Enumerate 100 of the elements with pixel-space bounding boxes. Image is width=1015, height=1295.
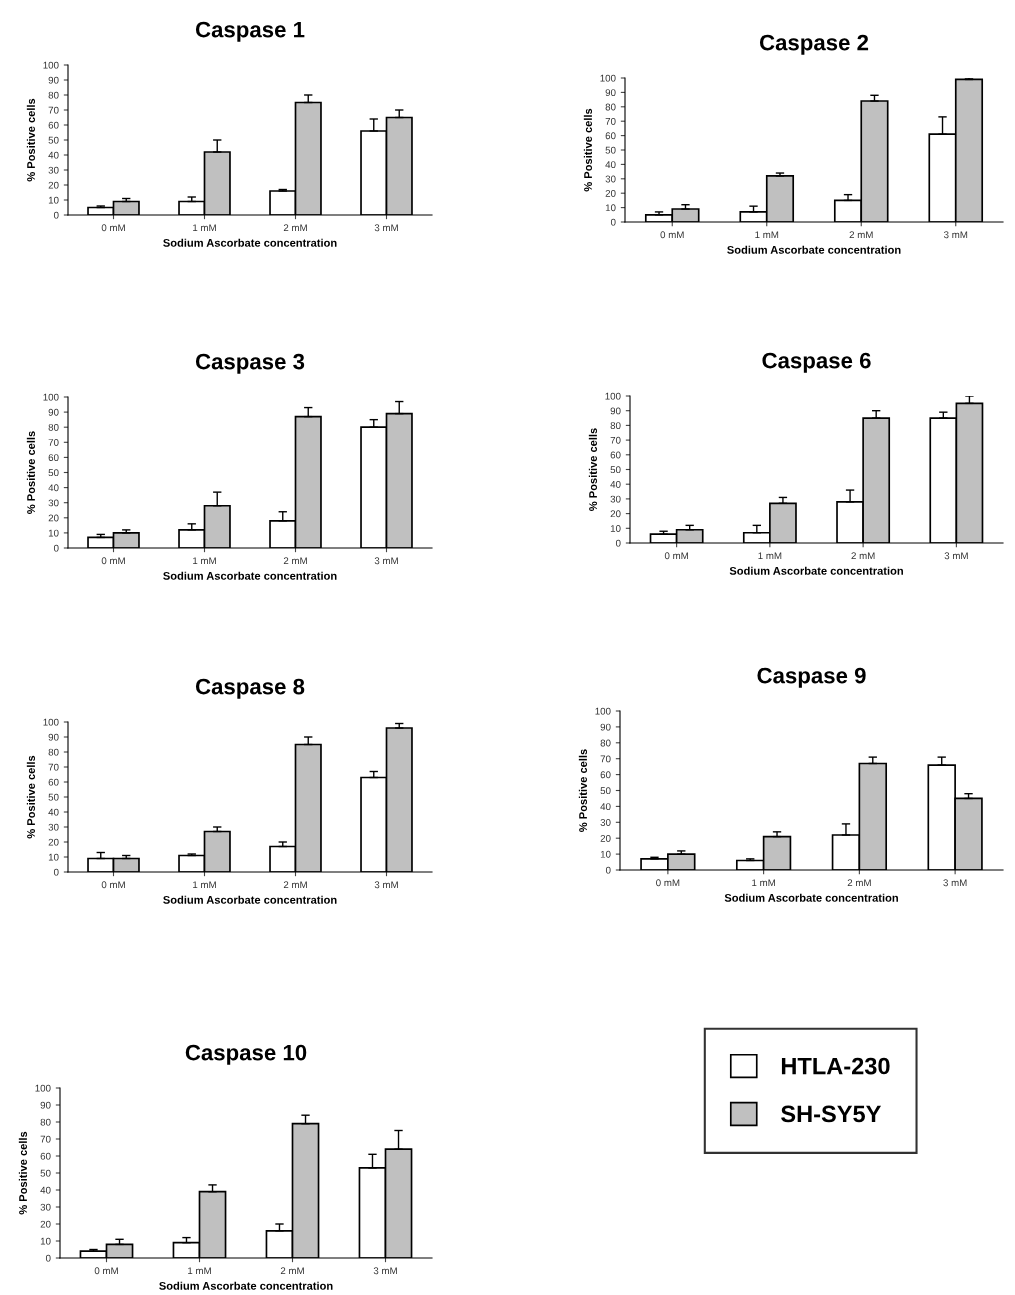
y-tick-label: 20 [48, 838, 59, 846]
y-tick-label: 100 [35, 1084, 51, 1092]
y-tick-label: 60 [48, 121, 59, 129]
y-tick-label: 20 [605, 189, 616, 197]
y-tick-label: 90 [610, 407, 621, 415]
y-tick-label: 60 [48, 454, 59, 462]
y-tick-label: 20 [48, 514, 59, 522]
y-tick-label: 10 [40, 1237, 51, 1245]
y-tick-label: 50 [605, 146, 616, 154]
y-tick-label: 0 [53, 544, 59, 552]
x-tick-label: 3 mM [374, 881, 398, 889]
x-axis-title: Sodium Ascorbate concentration [724, 893, 898, 902]
y-tick-label: 80 [48, 423, 59, 431]
x-axis-title: Sodium Ascorbate concentration [163, 238, 337, 247]
x-tick-label: 0 mM [101, 557, 125, 565]
y-tick-label: 20 [48, 181, 59, 189]
y-tick-label: 90 [48, 76, 59, 84]
y-tick-label: 0 [53, 211, 59, 219]
y-tick-label: 80 [48, 91, 59, 99]
y-tick-label: 10 [605, 204, 616, 212]
legend-label: SH-SY5Y [781, 1105, 882, 1123]
y-axis-title: % Positive cells [578, 749, 587, 832]
y-tick-label: 80 [610, 422, 621, 430]
x-tick-label: 2 mM [851, 552, 875, 560]
y-tick-label: 40 [48, 151, 59, 159]
y-tick-label: 30 [48, 823, 59, 831]
chart-title: Caspase 2 [759, 34, 869, 55]
y-tick-label: 10 [600, 850, 611, 858]
y-axis-title: % Positive cells [18, 1131, 27, 1215]
y-tick-label: 30 [40, 1203, 51, 1211]
x-tick-label: 0 mM [656, 879, 680, 887]
x-tick-label: 1 mM [193, 557, 216, 565]
y-tick-label: 20 [40, 1220, 51, 1228]
x-tick-label: 3 mM [373, 1267, 397, 1275]
y-tick-label: 0 [610, 218, 616, 226]
y-tick-label: 80 [48, 748, 59, 756]
x-tick-label: 0 mM [94, 1267, 118, 1275]
y-tick-label: 100 [600, 74, 616, 82]
y-axis-title: % Positive cells [26, 755, 35, 839]
y-tick-label: 0 [45, 1254, 51, 1262]
y-tick-label: 80 [605, 103, 616, 111]
y-tick-label: 50 [48, 469, 59, 477]
y-tick-label: 30 [605, 175, 616, 183]
y-tick-label: 70 [40, 1135, 51, 1143]
x-tick-label: 0 mM [660, 231, 684, 239]
y-tick-label: 100 [43, 61, 59, 69]
x-tick-label: 0 mM [101, 224, 125, 232]
y-tick-label: 100 [595, 707, 611, 715]
y-tick-label: 40 [40, 1186, 51, 1194]
y-tick-label: 10 [610, 525, 621, 532]
y-axis-title: % Positive cells [26, 98, 35, 182]
chart-title: Caspase 1 [195, 21, 305, 42]
x-tick-label: 2 mM [283, 557, 307, 565]
y-tick-label: 70 [48, 106, 59, 114]
legend-label: HTLA-230 [781, 1057, 890, 1075]
x-tick-label: 3 mM [943, 231, 968, 239]
x-tick-label: 1 mM [755, 231, 779, 239]
y-tick-label: 90 [605, 89, 616, 97]
y-tick-label: 60 [48, 778, 59, 786]
y-tick-label: 70 [48, 763, 59, 771]
y-tick-label: 40 [600, 803, 611, 811]
chart-title: Caspase 3 [195, 353, 305, 374]
y-tick-label: 40 [610, 480, 621, 488]
x-tick-label: 1 mM [758, 552, 782, 560]
x-tick-label: 1 mM [188, 1267, 211, 1275]
x-tick-label: 2 mM [847, 879, 871, 887]
y-tick-label: 20 [600, 834, 611, 842]
y-axis-title: % Positive cells [583, 108, 592, 192]
y-tick-label: 20 [610, 510, 621, 518]
y-tick-label: 100 [605, 392, 621, 400]
y-tick-label: 10 [48, 529, 59, 537]
x-tick-label: 2 mM [849, 231, 873, 239]
y-tick-label: 30 [600, 819, 611, 826]
x-tick-label: 1 mM [193, 881, 216, 889]
y-tick-label: 50 [610, 466, 621, 474]
y-tick-label: 10 [48, 853, 59, 861]
y-tick-label: 30 [48, 166, 59, 174]
x-tick-label: 3 mM [943, 879, 967, 887]
y-tick-label: 0 [605, 866, 611, 874]
y-tick-label: 10 [48, 196, 59, 204]
chart-title: Caspase 9 [757, 667, 866, 688]
x-axis-title: Sodium Ascorbate concentration [163, 571, 337, 580]
y-tick-label: 50 [40, 1169, 51, 1177]
chart-title: Caspase 10 [185, 1044, 307, 1065]
x-tick-label: 1 mM [752, 879, 775, 887]
x-axis-title: Sodium Ascorbate concentration [727, 245, 901, 254]
y-tick-label: 70 [605, 117, 616, 125]
y-tick-label: 50 [600, 787, 611, 795]
y-tick-label: 0 [615, 539, 621, 547]
y-tick-label: 90 [48, 733, 59, 741]
y-tick-label: 90 [48, 408, 59, 416]
y-tick-label: 60 [610, 451, 621, 459]
y-axis-title: % Positive cells [588, 428, 597, 511]
y-tick-label: 90 [600, 723, 611, 731]
x-tick-label: 3 mM [944, 552, 968, 560]
y-tick-label: 0 [53, 868, 59, 876]
y-tick-label: 50 [48, 136, 59, 144]
y-tick-label: 60 [40, 1152, 51, 1160]
y-tick-label: 100 [43, 718, 59, 726]
y-tick-label: 60 [600, 771, 611, 779]
